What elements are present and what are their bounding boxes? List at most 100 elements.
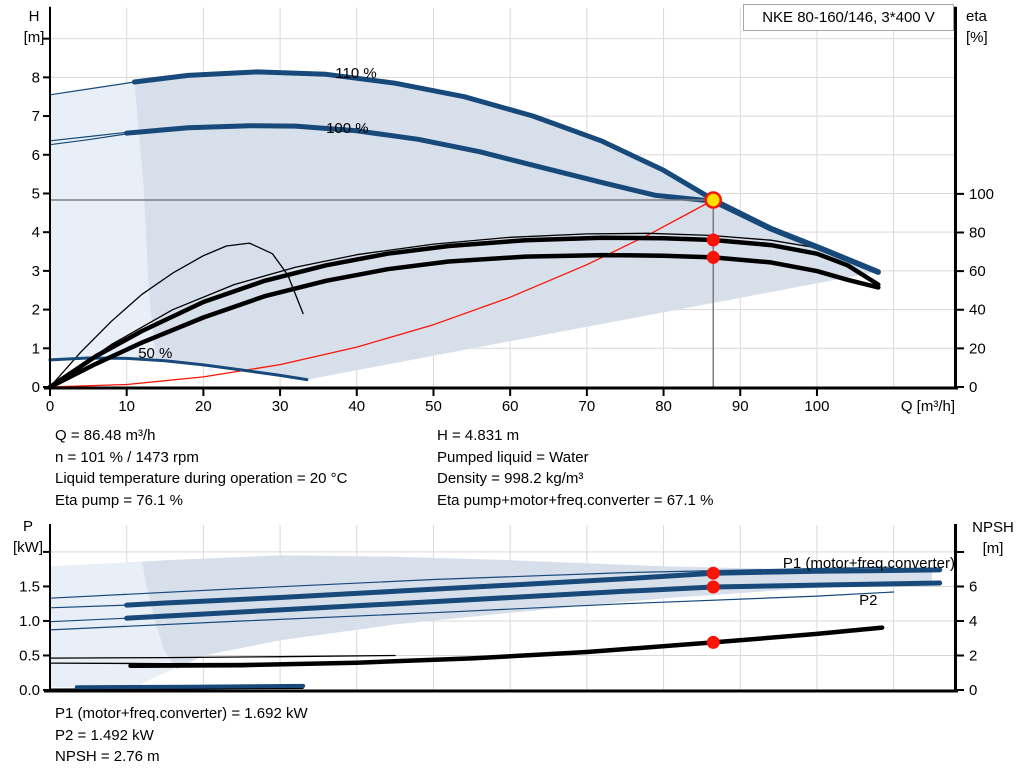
y-left-tick-label: 8 [32,69,40,86]
y-left-tick-label: 7 [32,108,40,125]
x-tick-label: 80 [655,398,672,415]
eta-total [47,252,881,390]
eta-axis-title: eta [%] [966,6,1016,48]
y-right-tick-label: 6 [969,578,977,595]
axes [44,6,958,390]
chart-power: 0.0 0.5 1.0 1.5 0 2 4 6 P1 (motor+freq.converter… [19,524,977,699]
duty-info-left: Q = 86.48 m³/h n = 101 % / 1473 rpm Liqu… [55,425,347,511]
y-left-tick-label: 5 [32,185,40,202]
x-tick-label: 20 [195,398,212,415]
envelope-main [134,71,879,380]
duty-info-right: H = 4.831 m Pumped liquid = Water Densit… [437,425,713,511]
y-left-tick-label: 1.5 [19,578,40,595]
y-left-tick-label: 0.0 [19,682,40,699]
eta-axis-title-line1: eta [966,8,987,25]
y-right-tick-label: 2 [969,647,977,664]
info-line-density: Density = 998.2 kg/m³ [437,470,584,487]
curve-100pct [124,123,881,275]
info-line-eta-pump: Eta pump = 76.1 % [55,491,183,509]
power-info: P1 (motor+freq.converter) = 1.692 kW P2 … [55,703,308,768]
y-left-tick-label: 2 [32,302,40,319]
p2-lead-thin [49,617,128,623]
y-right-tick-label: 20 [969,340,986,357]
info-line-h: H = 4.831 m [437,427,520,444]
p2-curve [124,580,943,621]
y-left-tick-label: 1 [32,340,40,357]
info-line-liquid: Pumped liquid = Water [437,448,589,466]
npsh-axis-title-line1: NPSH [972,519,1014,536]
tick-marks [43,37,964,396]
y-right-tick-label: 40 [969,302,986,319]
y-left-tick-label: 1.0 [19,613,40,630]
h-axis-title: H [m] [16,6,52,48]
x-tick-label: 90 [732,398,749,415]
eta-axis-title-line2: [%] [966,29,988,46]
npsh-50pct [74,683,306,690]
curve-110pct-lead [49,81,135,96]
curve-label: 110 % [335,65,376,82]
npsh-curve [128,625,885,669]
h-axis-title-line2: [m] [23,29,45,46]
operating-point-dot [706,635,720,649]
eta-pump [47,235,881,390]
x-tick-label: 0 [46,398,54,415]
y-right-tick-label: 60 [969,263,986,280]
operating-point-dot [706,250,720,264]
operating-point-dot [706,233,720,247]
y-right-tick-label: 0 [969,379,977,396]
info-line-p2: P2 = 1.492 kW [55,726,154,744]
operating-point-dot [706,580,720,594]
y-left-tick-label: 0 [32,379,40,396]
npsh-axis-title: NPSH [m] [963,517,1023,559]
x-tick-label: 70 [579,398,596,415]
operating-point-dot [706,566,720,580]
h-axis-title-line1: H [28,8,40,25]
y-right-tick-label: 80 [969,224,986,241]
p2-110-thin [49,591,895,631]
y-left-tick-label: 6 [32,147,40,164]
y-right-tick-label: 0 [969,682,977,699]
x-tick-label: 50 [425,398,442,415]
series [49,555,943,690]
curve-label: P1 (motor+freq.converter) [783,555,955,572]
pump-model-box: NKE 80-160/146, 3*400 V [743,4,954,31]
y-left-tick-label: 0.5 [19,647,40,664]
q-axis-title: Q [m³/h] [900,398,955,415]
curve-label: 100 % [326,120,369,137]
info-line-temperature: Liquid temperature during operation = 20… [55,470,348,487]
p1-110-thin [49,566,895,599]
y-left-tick-label: 4 [32,224,40,241]
info-line-npsh: NPSH = 2.76 m [55,748,160,765]
x-tick-label: 10 [118,398,135,415]
x-tick-label: 60 [502,398,519,415]
curve-label: 50 % [138,345,172,362]
tick-marks [43,550,964,691]
info-line-q: Q = 86.48 m³/h [55,427,156,444]
curve-100pct-lead-b [49,133,128,146]
duty-crosshair [50,199,715,387]
p-axis-title-line1: P [22,518,33,535]
npsh-thin-1 [49,654,396,659]
x-tick-label: 30 [272,398,289,415]
y-left-tick-label: 3 [32,263,40,280]
curve-label: P2 [859,592,877,609]
series [47,69,881,390]
y-right-tick-label: 4 [969,613,977,630]
eta-pump-thin [49,232,879,388]
info-line-n: n = 101 % / 1473 rpm [55,448,199,466]
p1-lead-thin [49,604,128,609]
duty-point-marker[interactable] [704,191,723,209]
tick-labels: 0.0 0.5 1.0 1.5 0 2 4 6 [19,578,977,699]
npsh-axis-title-line2: [m] [982,540,1004,557]
y-right-tick-label: 100 [969,186,994,203]
p-axis-title: P [kW] [8,516,48,558]
x-tick-label: 100 [804,398,829,415]
eta-50pct-thin [49,242,304,388]
info-line-p1: P1 (motor+freq.converter) = 1.692 kW [55,705,308,722]
pump-model-label: NKE 80-160/146, 3*400 V [762,9,935,26]
affinity-parabola [49,199,714,388]
